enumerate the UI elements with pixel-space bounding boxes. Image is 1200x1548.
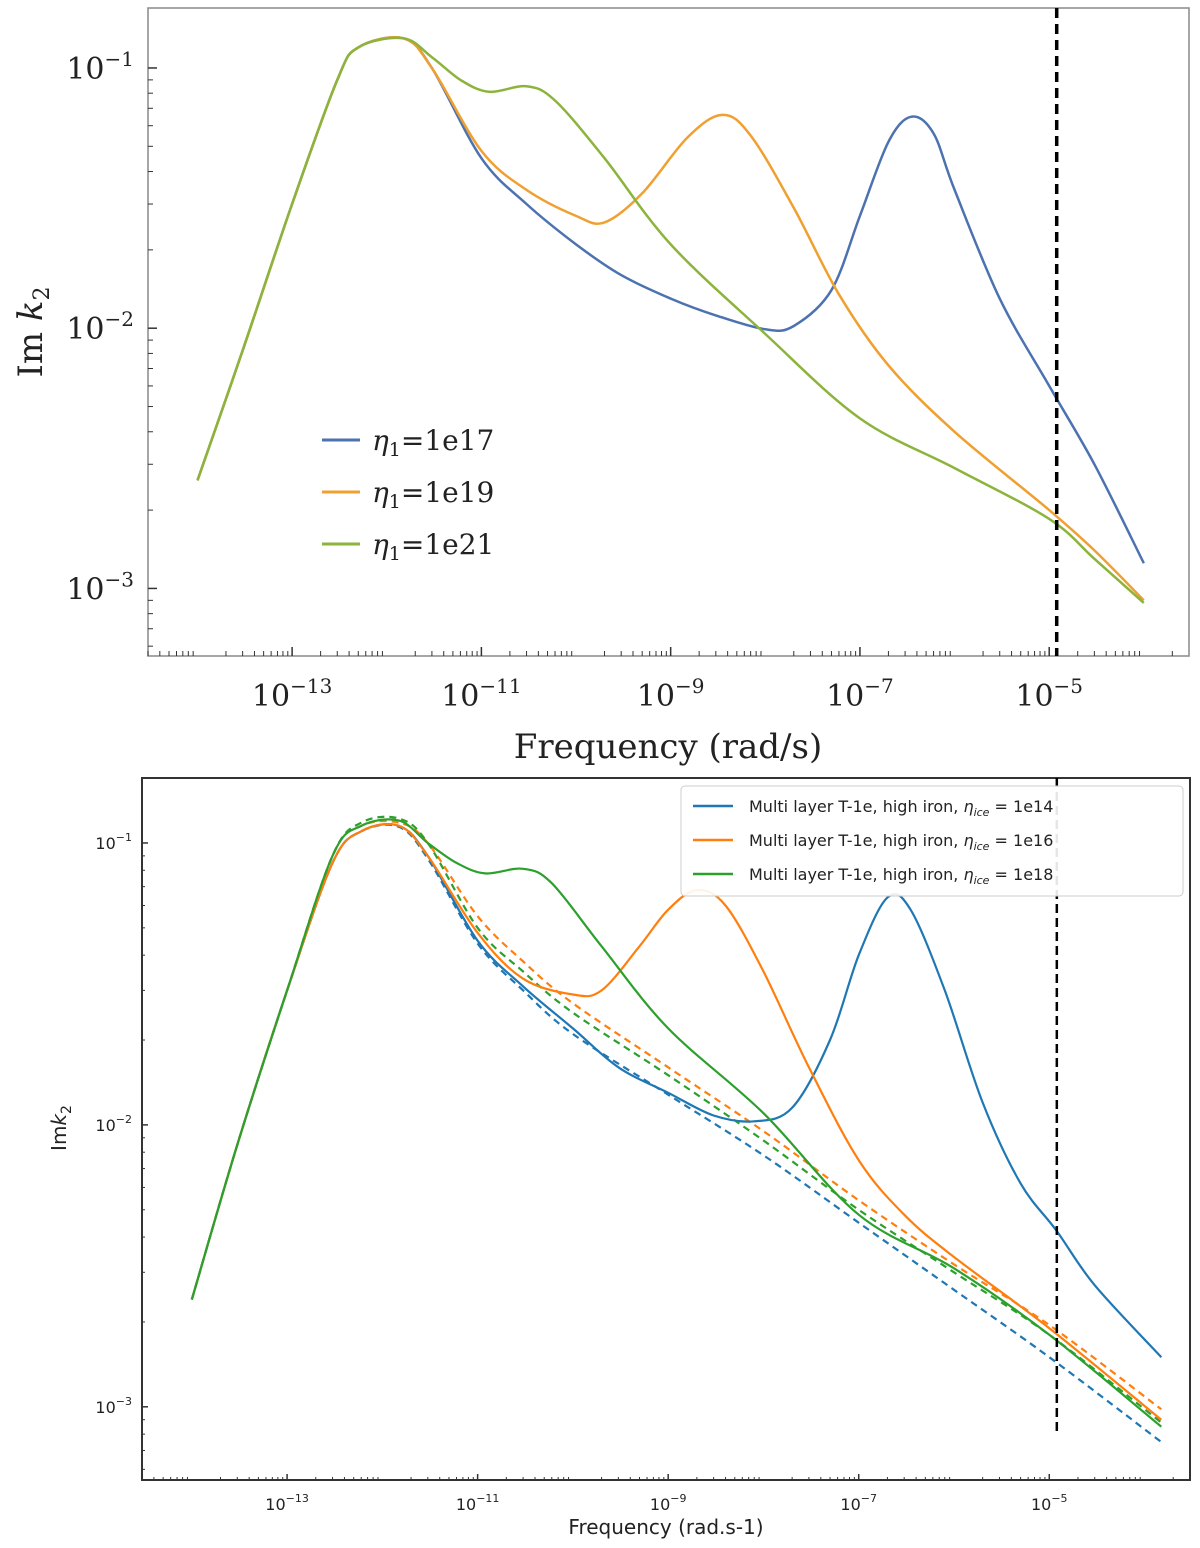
bottom-series-group	[190, 815, 1163, 1443]
top-legend-entry: η1=1e17	[322, 424, 494, 461]
x-tick-label: 10−5	[1031, 1492, 1068, 1514]
top-legend: η1=1e17 η1=1e19 η1=1e21	[322, 424, 494, 565]
x-tick-label: 10−13	[252, 674, 332, 714]
x-tick-label: 10−13	[265, 1492, 309, 1514]
y-tick-label: 10−3	[66, 567, 134, 607]
top-y-axis-label: Im k2	[11, 286, 55, 377]
x-tick-label: 10−5	[1015, 674, 1083, 714]
bottom-y-axis-label: Imk2	[47, 1105, 75, 1151]
bottom-legend-entry: Multi layer T-1e, high iron, ηice = 1e16	[693, 831, 1053, 853]
bottom-legend-label: Multi layer T-1e, high iron, ηice = 1e18	[749, 865, 1053, 887]
top-legend-entry: η1=1e19	[322, 476, 494, 513]
y-tick-label: 10−3	[95, 1395, 132, 1417]
bottom-legend-entry: Multi layer T-1e, high iron, ηice = 1e18	[693, 865, 1053, 887]
bottom-legend-entry: Multi layer T-1e, high iron, ηice = 1e14	[693, 797, 1053, 819]
series-line	[190, 818, 1162, 1428]
bottom-legend-label: Multi layer T-1e, high iron, ηice = 1e16	[749, 831, 1053, 853]
y-tick-label: 10−1	[95, 831, 132, 853]
series-line	[190, 815, 1162, 1424]
bottom-x-axis-label: Frequency (rad.s-1)	[568, 1515, 763, 1539]
top-legend-label: η1=1e19	[372, 476, 494, 513]
top-axis-ticks: 10−13 10−11 10−9 10−7 10−5 10−1 10−2 10−3	[66, 47, 1173, 714]
y-tick-label: 10−1	[66, 47, 134, 87]
series-line	[196, 36, 1145, 604]
bottom-chart: 10−13 10−11 10−9 10−7 10−5 10−1 10−2 10−3 Multi…	[47, 777, 1191, 1539]
top-series-group	[196, 36, 1145, 604]
bottom-axis-ticks: 10−13 10−11 10−9 10−7 10−5 10−1 10−2 10−3	[95, 831, 1174, 1514]
bottom-legend-label: Multi layer T-1e, high iron, ηice = 1e14	[749, 797, 1053, 819]
x-tick-label: 10−11	[456, 1492, 500, 1514]
top-legend-entry: η1=1e21	[322, 528, 494, 565]
top-x-axis-label: Frequency (rad/s)	[514, 727, 822, 767]
top-plot-frame	[147, 7, 1190, 657]
top-chart: 10−13 10−11 10−9 10−7 10−5 10−1 10−2 10−3 η1=1e…	[11, 7, 1190, 767]
top-legend-label: η1=1e17	[372, 424, 494, 461]
top-legend-label: η1=1e21	[372, 528, 494, 565]
bottom-legend-box	[680, 785, 1184, 897]
x-tick-label: 10−9	[637, 674, 705, 714]
x-tick-label: 10−7	[826, 674, 894, 714]
y-tick-label: 10−2	[66, 307, 134, 347]
x-tick-label: 10−9	[650, 1492, 687, 1514]
y-tick-label: 10−2	[95, 1113, 132, 1135]
x-tick-label: 10−7	[840, 1492, 877, 1514]
x-tick-label: 10−11	[441, 674, 521, 714]
bottom-legend: Multi layer T-1e, high iron, ηice = 1e14…	[680, 785, 1184, 897]
